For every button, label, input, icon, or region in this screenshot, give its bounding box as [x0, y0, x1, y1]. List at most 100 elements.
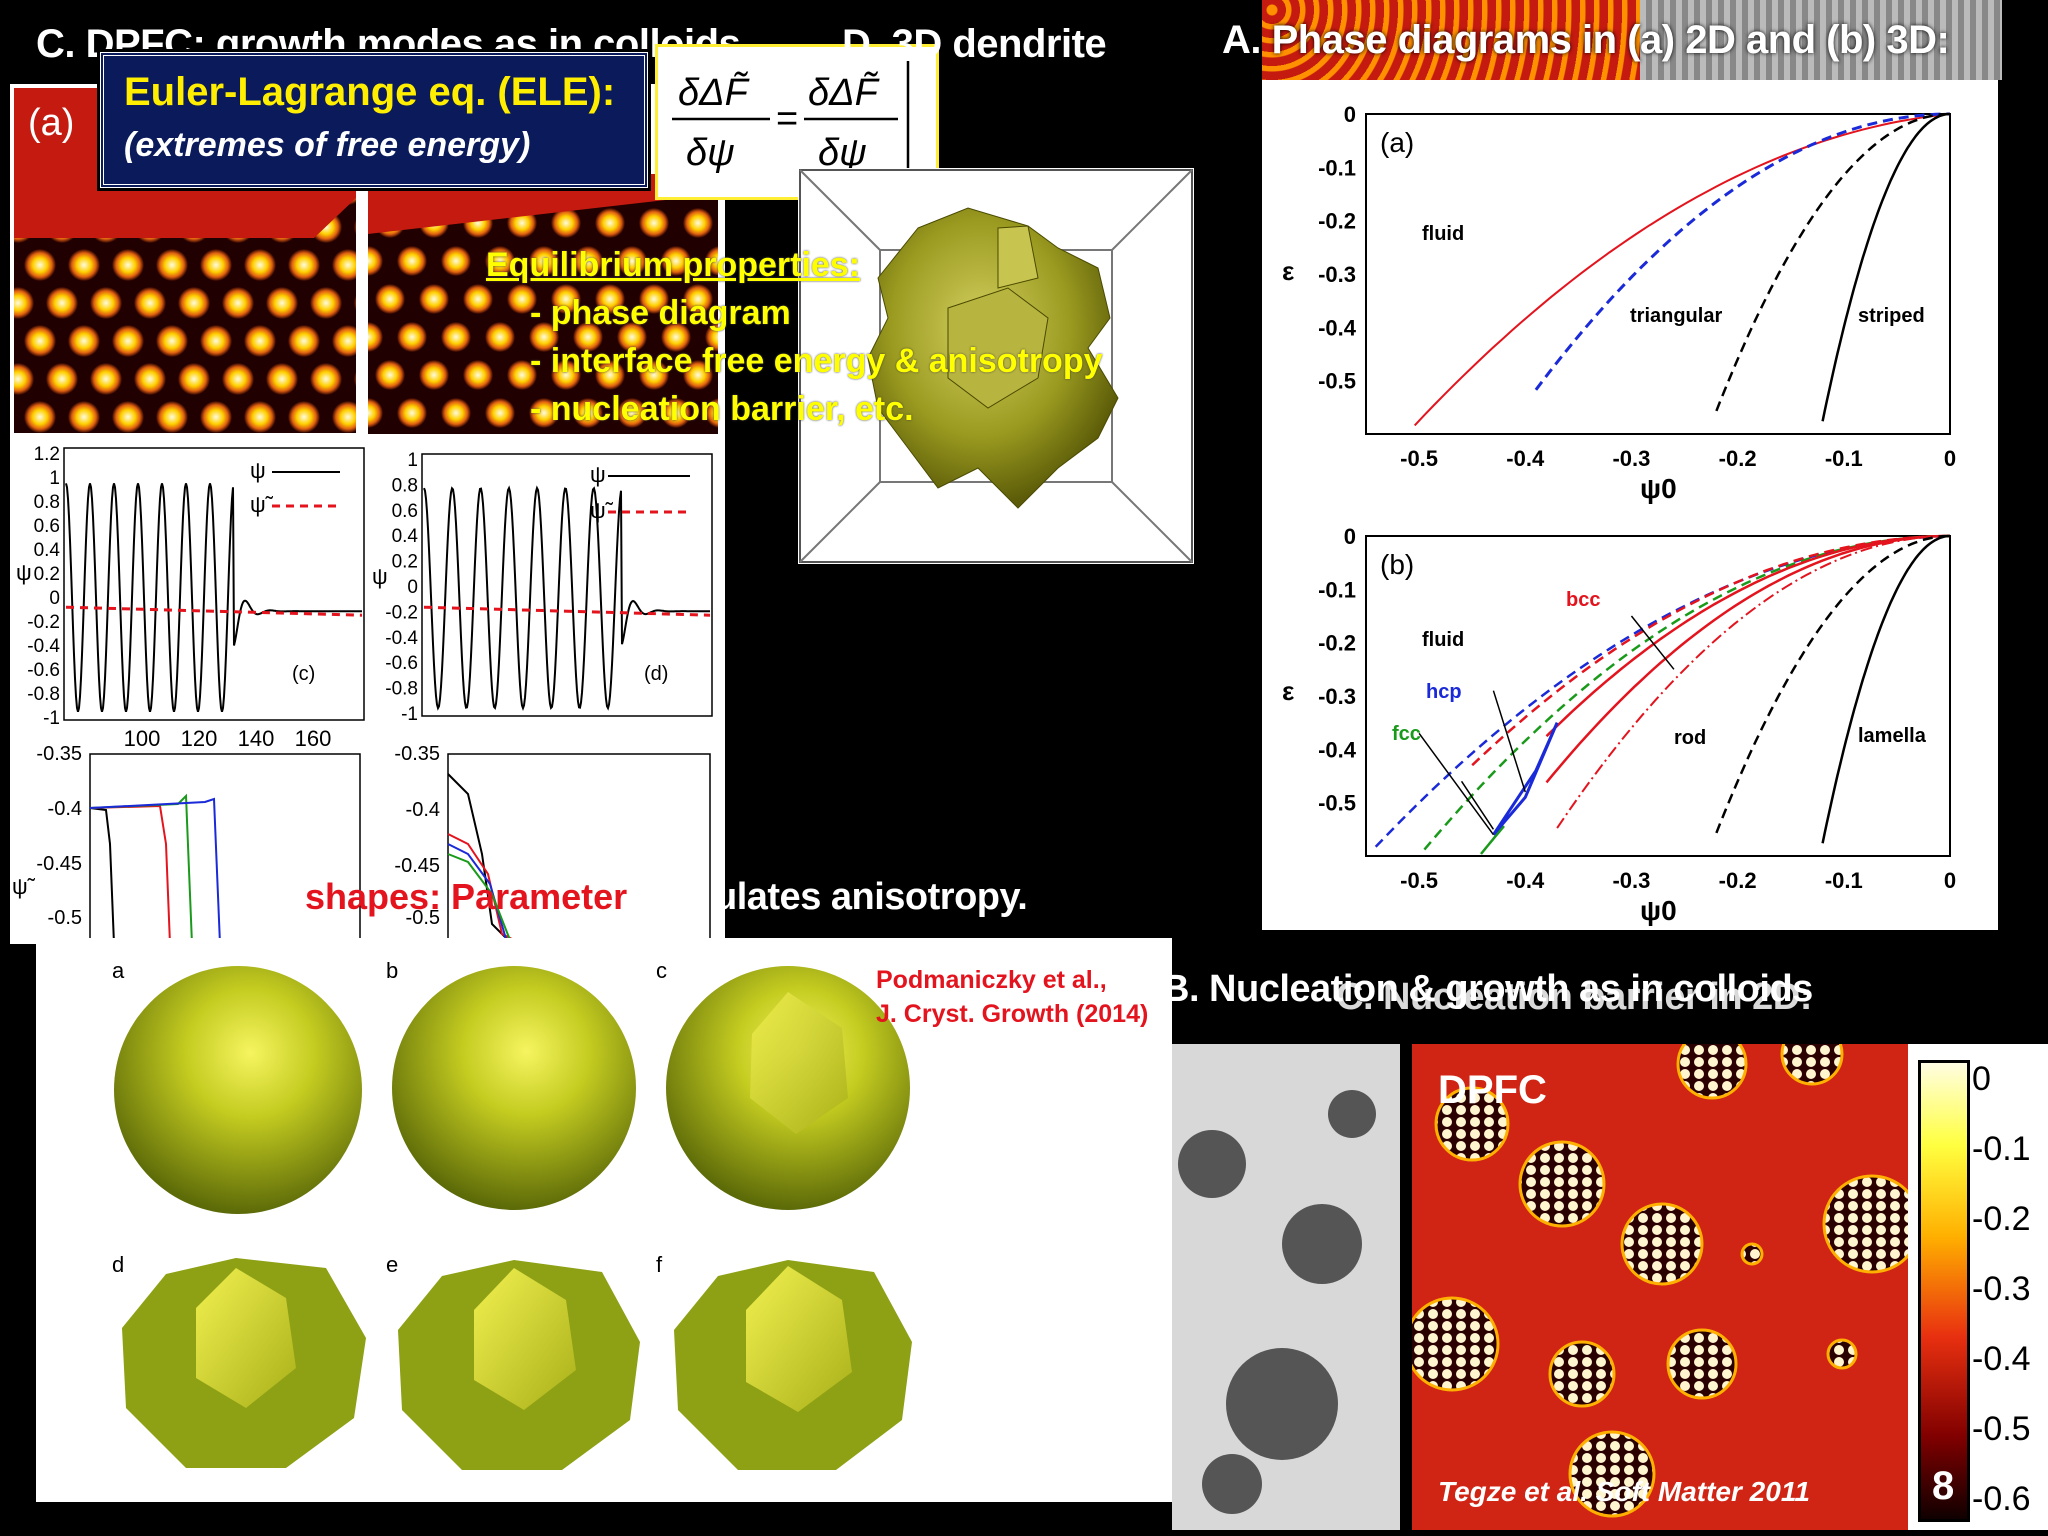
colorbar [1918, 1060, 1970, 1522]
phase-header-strip-grey [1640, 0, 2002, 80]
ylabel-c: ψ [16, 560, 32, 585]
ytick-d-8: -0.6 [385, 653, 418, 674]
title-nucleation: B. Nucleation & growth as in colloids [1162, 968, 1813, 1010]
ele-title: Euler-Lagrange eq. (ELE): [124, 70, 616, 114]
ytick-c-9: -0.6 [27, 660, 60, 681]
phase_a-ytick-3: -0.3 [1318, 262, 1356, 287]
legend-psi-d: ψ [590, 462, 606, 487]
ytick-d-1: 0.8 [392, 475, 418, 496]
panel-label-a: (a) [28, 102, 75, 144]
shape-label-d: d [112, 1252, 124, 1277]
dendrite-panel [798, 168, 1194, 564]
title-dendrite: D. 3D dendrite [842, 22, 1107, 66]
phase-diagram-panel: (a) ε ψ0 fluid triangular striped 0 -0.1 -… [1262, 80, 1998, 930]
panel-label-d: (d) [644, 663, 668, 685]
colloid-image-right [368, 174, 718, 434]
phase_b-xtick-2: -0.3 [1612, 868, 1650, 893]
ytick-d-3: 0.4 [392, 526, 419, 547]
shape-label-a: a [112, 958, 125, 983]
ele-callout: Euler-Lagrange eq. (ELE): (extremes of f… [100, 52, 648, 188]
phase_a-ytick-5: -0.5 [1318, 369, 1356, 394]
psi-profile-plot-d: 10.80.60.40.20-0.2-0.4-0.6-0.8-1 ψ ψ̃ (d… [372, 450, 713, 725]
ytick-c-11: -1 [43, 708, 60, 729]
phase_b-ytick-2: -0.2 [1318, 631, 1356, 656]
dpfc-nucleation-map: DPFC Tegze et al. Soft Matter 2011 [1412, 1044, 1908, 1530]
ytick-d-9: -0.8 [385, 679, 418, 700]
ytick-d-10: -1 [401, 704, 418, 725]
svg-text:δψ: δψ [686, 132, 735, 174]
phase_a-xtick-0: -0.5 [1400, 446, 1438, 471]
ytick-d-7: -0.4 [385, 628, 418, 649]
shape-a [114, 966, 362, 1214]
phase-bcc-label: bcc [1566, 589, 1600, 611]
xtick-c-160: 160 [295, 726, 332, 751]
region-fluid-b: fluid [1422, 629, 1464, 651]
phase_a-xtick-4: -0.1 [1825, 446, 1863, 471]
ytick-c-8: -0.4 [27, 636, 60, 657]
phase_b-xtick-4: -0.1 [1825, 868, 1863, 893]
title-phase-diagrams: A. Phase diagrams in (a) 2D and (b) 3D: [1222, 18, 1950, 62]
phase_b-xtick-3: -0.2 [1719, 868, 1757, 893]
svg-text:δΔF̃: δΔF̃ [678, 71, 750, 114]
ytick-c-7: -0.2 [27, 612, 60, 633]
region-rod-b: rod [1674, 727, 1706, 749]
phase-a-ylabel: ε [1282, 256, 1294, 286]
ytick-d-0: 1 [407, 450, 418, 471]
shape-label-b: b [386, 958, 398, 983]
ytick-d-2: 0.6 [392, 501, 418, 522]
ylabel-lower-l: ψ̃ [12, 874, 36, 899]
colorbar-tick-2: -0.2 [1972, 1200, 2031, 1238]
shape-b [392, 966, 636, 1210]
title-nucleation-barrier: C. Nucleation barrier in 2D: [1336, 976, 1812, 1018]
phase_b-ytick-5: -0.5 [1318, 791, 1356, 816]
region-striped-a: striped [1858, 305, 1925, 327]
ytick-lower-r-3: -0.5 [406, 907, 440, 929]
phase_b-xtick-1: -0.4 [1506, 868, 1545, 893]
ytick-lower-l-2: -0.45 [36, 853, 82, 875]
overlay-black-box [728, 650, 1218, 800]
equilibrium-item-nucleation: - nucleation barrier, etc. [530, 390, 914, 428]
nucleation-citation: Tegze et al. Soft Matter 2011 [1438, 1476, 1810, 1507]
shape-d [122, 1258, 366, 1468]
page-number: 8 [1932, 1464, 1955, 1508]
colorbar-tick-6: -0.6 [1972, 1480, 2031, 1518]
shape-label-c: c [656, 958, 667, 983]
colorbar-tick-1: -0.1 [1972, 1130, 2031, 1168]
psi-profile-plot-c: 1.210.80.60.40.20-0.2-0.4-0.6-0.8-1 ψ ψ̃… [16, 444, 365, 751]
colorbar-tick-5: -0.5 [1972, 1410, 2031, 1448]
phase_b-xtick-0: -0.5 [1400, 868, 1438, 893]
ytick-d-4: 0.2 [392, 552, 418, 573]
experiment-letter: t [1154, 1064, 1167, 1106]
phase-fcc-label: fcc [1392, 723, 1421, 745]
shape-e [398, 1260, 640, 1470]
phase_b-ytick-3: -0.3 [1318, 684, 1356, 709]
xtick-c-120: 120 [181, 726, 218, 751]
ytick-c-0: 1.2 [34, 444, 60, 465]
dpfc-label: DPFC [1438, 1068, 1547, 1112]
panel-label-c: (c) [292, 663, 315, 685]
shapes-parameter-label: shapes: Parameter [305, 876, 628, 917]
region-fluid-a: fluid [1422, 223, 1464, 245]
dendrite-shape [867, 207, 1119, 509]
phase_b-ytick-4: -0.4 [1318, 737, 1357, 762]
ytick-c-10: -0.8 [27, 684, 60, 705]
ytick-c-2: 0.8 [34, 492, 60, 513]
ytick-lower-l-1: -0.4 [48, 798, 82, 820]
legend-psi-c: ψ [250, 458, 266, 483]
phase_a-ytick-0: 0 [1344, 102, 1356, 127]
phase_a-ytick-1: -0.1 [1318, 155, 1356, 180]
phase-b-xlabel: ψ0 [1640, 895, 1677, 926]
shape-label-f: f [656, 1252, 663, 1277]
phase-a-label: (a) [1380, 127, 1414, 158]
phase-b-label: (b) [1380, 549, 1414, 580]
ytick-c-3: 0.6 [34, 516, 60, 537]
ytick-c-1: 1 [49, 468, 60, 489]
region-lamella-b: lamella [1858, 725, 1927, 747]
ele-subtitle: (extremes of free energy) [124, 126, 531, 164]
phase_a-xtick-2: -0.3 [1612, 446, 1650, 471]
shapes-anisotropy-label: ulates anisotropy. [714, 876, 1028, 918]
ytick-lower-l-3: -0.5 [48, 907, 82, 929]
ytick-lower-r-0: -0.35 [394, 744, 440, 765]
shape-f [674, 1260, 912, 1470]
ytick-lower-r-1: -0.4 [406, 799, 440, 821]
